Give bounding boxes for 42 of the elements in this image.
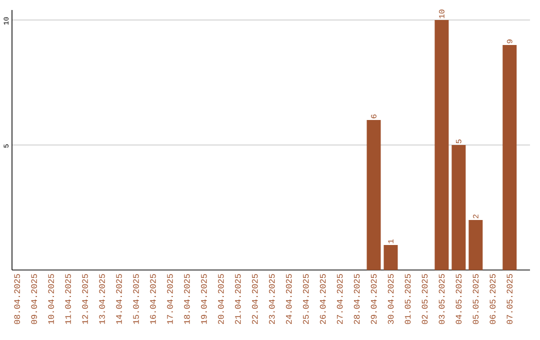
- x-tick-label: 21.04.2025: [234, 274, 241, 324]
- data-label: 5: [456, 140, 462, 144]
- x-tick-label: 24.04.2025: [286, 274, 292, 324]
- x-tick-label: 04.05.2025: [456, 274, 462, 324]
- x-tick-label: 10.04.2025: [48, 274, 54, 324]
- x-tick-label: 28.04.2025: [354, 274, 360, 324]
- x-tick-label: 29.04.2025: [370, 274, 377, 324]
- x-tick-label: 15.04.2025: [133, 274, 139, 324]
- data-label: 9: [506, 40, 512, 44]
- bar: [434, 20, 449, 270]
- x-tick-label: 25.04.2025: [302, 274, 309, 324]
- x-tick-label: 26.04.2025: [320, 274, 326, 324]
- bar: [502, 44, 517, 270]
- x-tick-label: 12.04.2025: [82, 274, 88, 324]
- x-tick-label: 08.04.2025: [14, 274, 20, 324]
- data-label: 2: [472, 214, 478, 218]
- data-label: 6: [371, 114, 376, 118]
- data-label: 10: [438, 10, 444, 18]
- x-tick-label: 02.05.2025: [422, 274, 428, 324]
- x-tick-label: 06.05.2025: [490, 274, 496, 324]
- x-tick-label: 05.05.2025: [472, 274, 479, 324]
- x-tick-label: 27.04.2025: [336, 274, 343, 324]
- bar: [468, 220, 483, 270]
- x-tick-label: 17.04.2025: [167, 274, 173, 324]
- x-tick-label: 09.04.2025: [31, 274, 37, 324]
- x-tick-label: 01.05.2025: [404, 274, 411, 324]
- x-tick-label: 07.05.2025: [506, 274, 513, 324]
- x-tick-label: 30.04.2025: [388, 274, 394, 324]
- bar: [384, 245, 398, 270]
- x-tick-label: 14.04.2025: [116, 274, 122, 324]
- x-tick-label: 13.04.2025: [99, 274, 105, 324]
- x-tick-label: 03.05.2025: [438, 274, 445, 324]
- bar: [452, 145, 466, 270]
- x-tick-label: 11.04.2025: [65, 274, 71, 324]
- x-tick-label: 20.04.2025: [218, 274, 224, 324]
- x-tick-label: 23.04.2025: [268, 274, 275, 324]
- data-label: 1: [388, 239, 394, 244]
- x-tick-label: 19.04.2025: [201, 274, 207, 324]
- x-tick-label: 16.04.2025: [150, 274, 156, 324]
- bar: [366, 120, 381, 270]
- x-tick-label: 18.04.2025: [184, 274, 190, 324]
- x-tick-label: 22.04.2025: [252, 274, 258, 324]
